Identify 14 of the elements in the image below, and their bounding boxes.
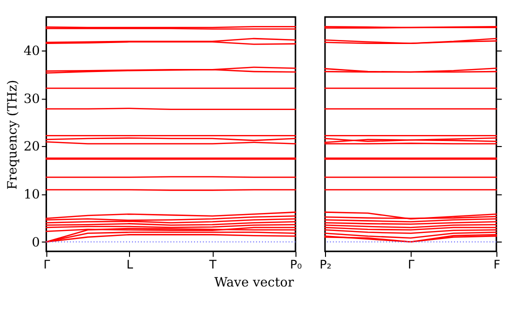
y-tick-label: 30: [24, 92, 40, 107]
x-tick-label: Γ: [408, 258, 415, 272]
x-axis-title: Wave vector: [214, 276, 295, 291]
y-axis-title: Frequency (THz): [6, 80, 21, 190]
x-tick-label: Γ: [43, 258, 50, 272]
y-tick-label: 0: [32, 235, 40, 250]
x-tick-label: T: [208, 258, 218, 272]
x-tick-label: F: [493, 258, 500, 272]
y-tick-label: 40: [24, 44, 40, 59]
y-tick-label: 20: [24, 140, 40, 155]
x-tick-label: P₂: [320, 258, 332, 272]
x-tick-label: P₀: [290, 258, 302, 272]
y-tick-label: 10: [24, 187, 40, 202]
x-tick-label: L: [126, 258, 134, 272]
